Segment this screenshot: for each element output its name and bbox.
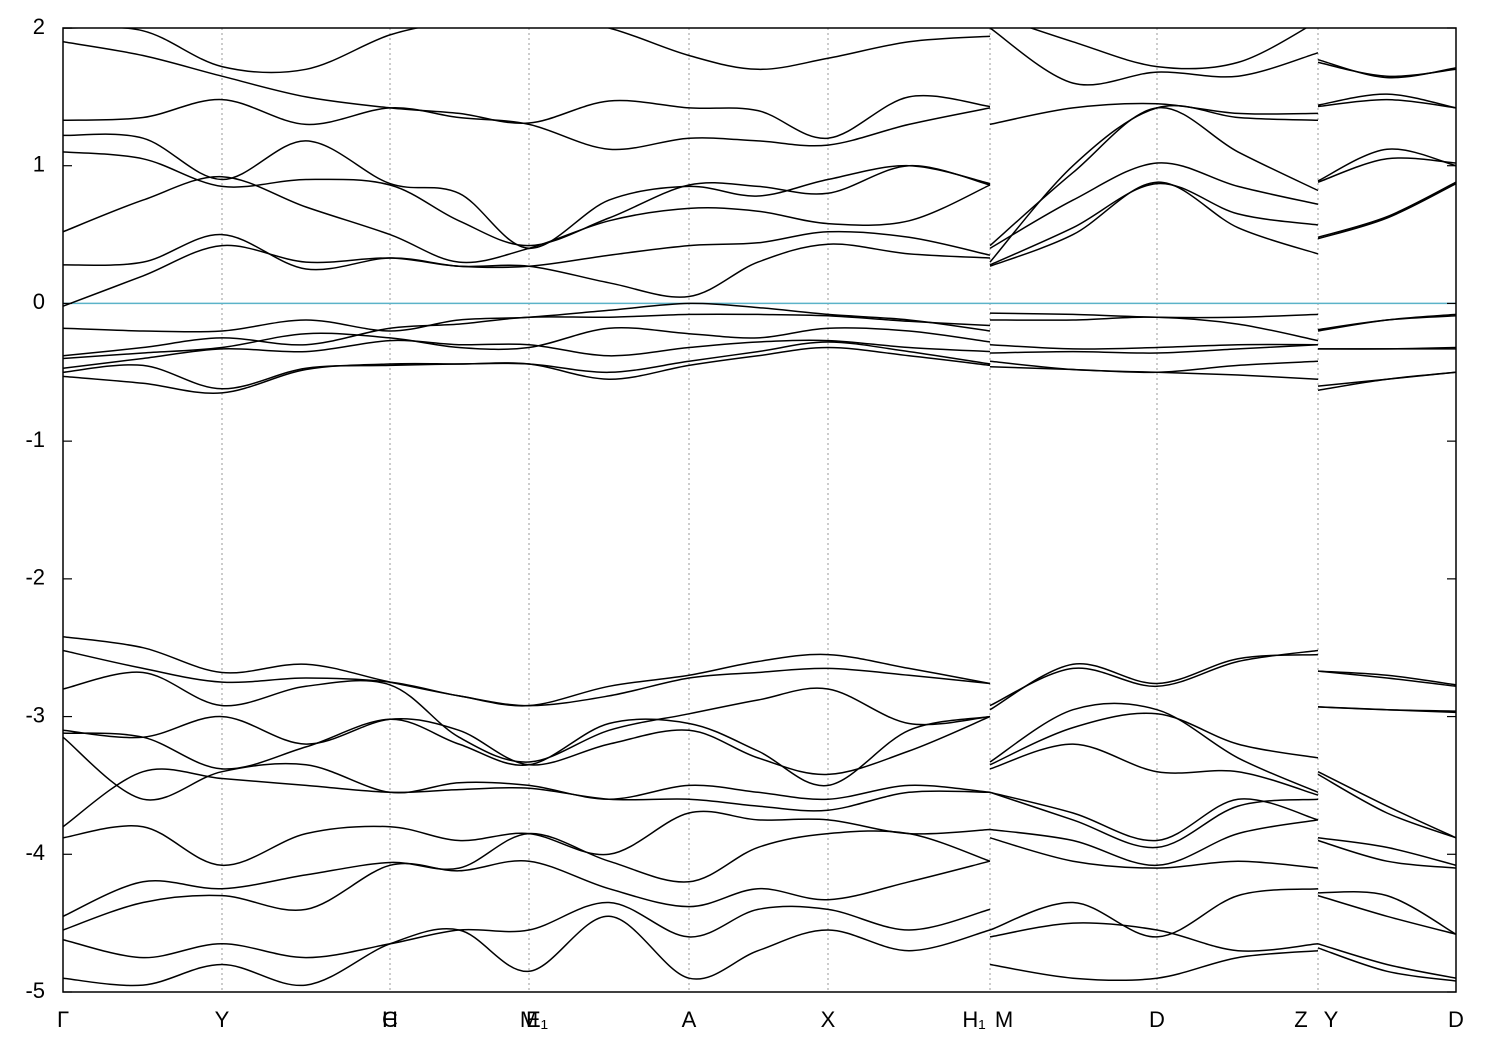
x-tick-label: X [821,1007,836,1032]
x-tick-label: M [995,1007,1013,1032]
band [63,107,1456,247]
band [63,98,1456,263]
x-tick-label: C [382,1007,398,1032]
band [63,339,1456,369]
band [63,736,1456,842]
x-tick-label: Γ [57,1007,69,1032]
y-tick-label: 0 [33,289,45,314]
x-tick-label: E₁ [526,1007,548,1032]
x-tick-label: H₁ [962,1007,985,1032]
band [63,671,1456,793]
x-tick-label: Y [215,1007,230,1032]
y-tick-label: -1 [25,427,45,452]
x-tick-label: Y [1324,1007,1339,1032]
band [63,181,1456,307]
band [63,157,1456,264]
band [63,346,1456,395]
band [63,181,1456,271]
band [63,649,1456,711]
band [63,715,1456,839]
x-tick-label: Z [1294,1007,1307,1032]
plot-frame [62,27,1457,993]
band [63,830,1456,935]
band [63,313,1456,357]
band [63,810,1456,869]
y-tick-label: -5 [25,978,45,1003]
x-tick-label: D [1149,1007,1165,1032]
y-tick-label: -2 [25,565,45,590]
y-tick-label: -3 [25,702,45,727]
band [63,302,1456,333]
x-tick-label: A [682,1007,697,1032]
y-tick-label: 2 [33,14,45,39]
band [63,901,1456,979]
band [63,28,1456,79]
band [63,768,1456,867]
x-tick-label: H [382,1007,398,1032]
x-tick-label: M [520,1007,538,1032]
x-tick-label: D [1448,1007,1464,1032]
y-tick-label: 1 [33,152,45,177]
band [63,915,1456,987]
y-tick-label: -4 [25,840,45,865]
band [63,28,1456,139]
band [63,93,1456,151]
band [63,859,1456,938]
